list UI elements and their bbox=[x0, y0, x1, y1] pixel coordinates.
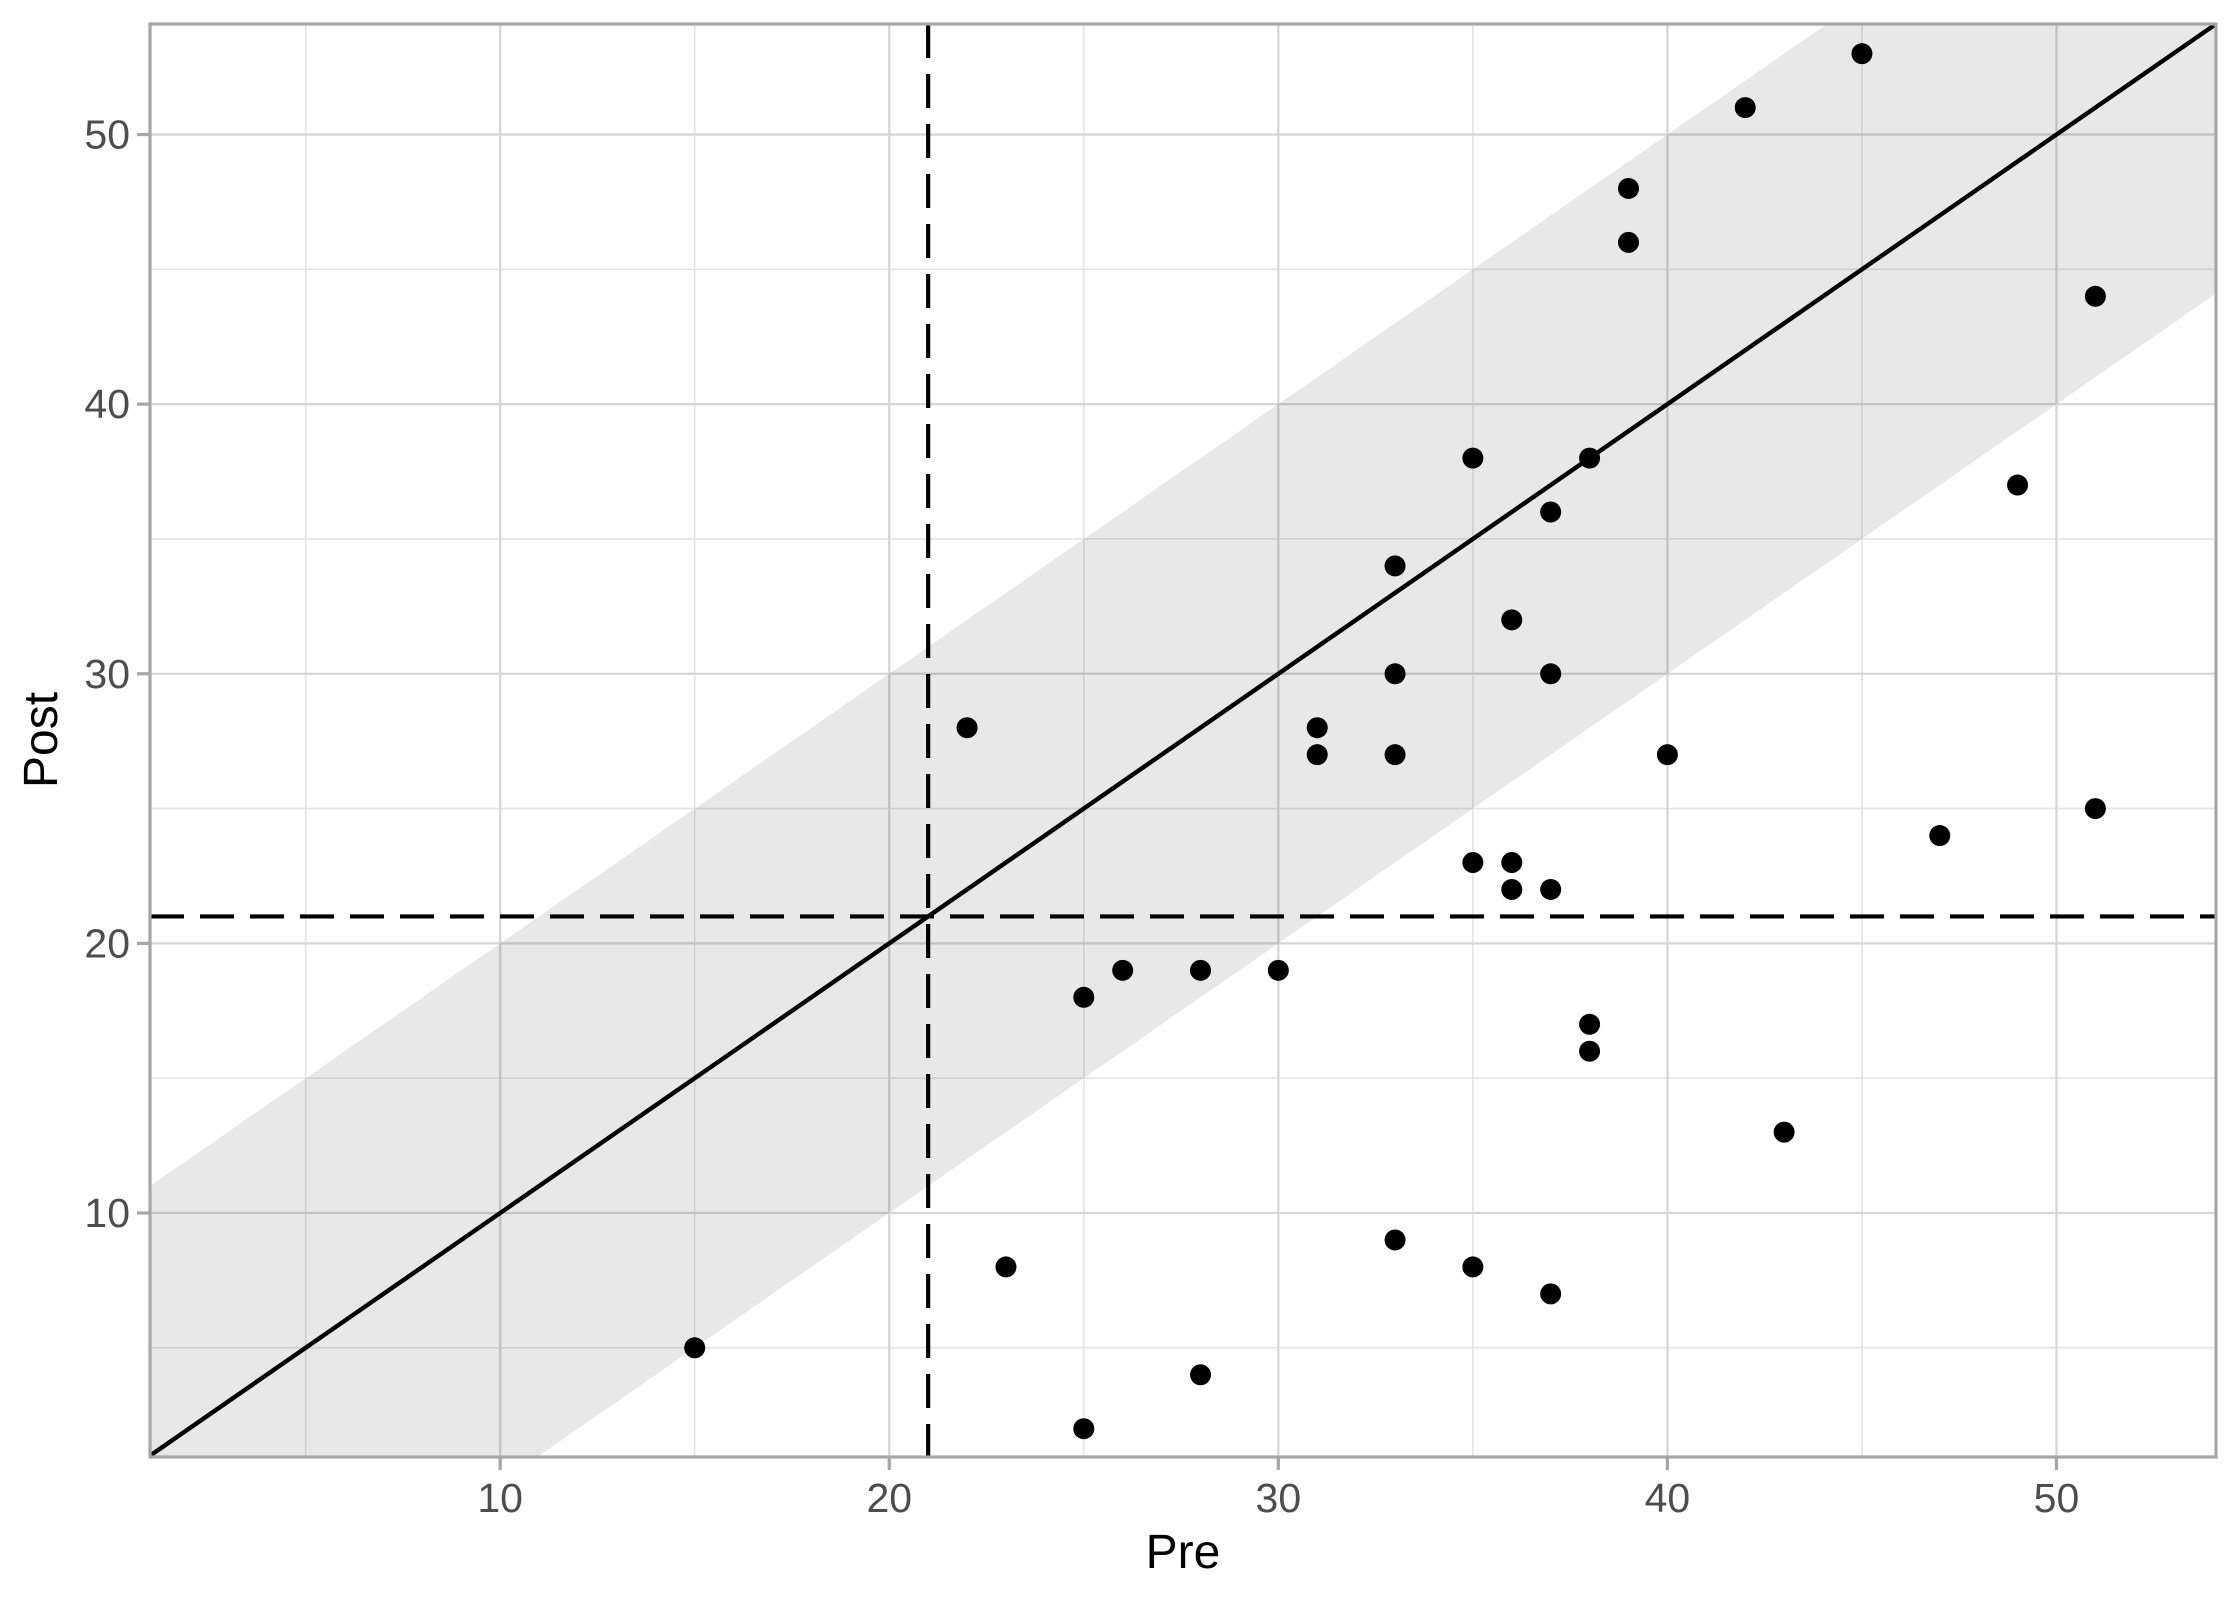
data-point bbox=[1112, 959, 1134, 981]
data-point bbox=[2007, 474, 2029, 496]
x-axis-title: Pre bbox=[1146, 1526, 1221, 1579]
x-tick-label: 10 bbox=[477, 1475, 523, 1521]
x-tick-label: 40 bbox=[1645, 1475, 1691, 1521]
data-point bbox=[956, 717, 978, 739]
y-tick-label: 50 bbox=[84, 112, 130, 158]
data-point bbox=[1501, 878, 1523, 900]
data-point bbox=[1073, 986, 1095, 1008]
data-point bbox=[1384, 663, 1406, 685]
data-point bbox=[1190, 959, 1212, 981]
chart-layers: 10 20 30 40 50 10 20 30 40 50 bbox=[84, 22, 2218, 1521]
data-point bbox=[1656, 744, 1678, 766]
data-point bbox=[1462, 447, 1484, 469]
panel-border bbox=[148, 22, 2218, 1459]
y-tick-label: 40 bbox=[84, 381, 130, 427]
data-point bbox=[1073, 1418, 1095, 1440]
data-point bbox=[1617, 231, 1639, 253]
data-point bbox=[1540, 1283, 1562, 1305]
data-point bbox=[1306, 744, 1328, 766]
data-point bbox=[684, 1337, 706, 1359]
y-tick-label: 30 bbox=[84, 651, 130, 697]
data-point bbox=[1773, 1121, 1795, 1143]
data-point bbox=[1540, 501, 1562, 523]
data-point bbox=[1501, 852, 1523, 874]
data-point bbox=[1579, 1013, 1601, 1035]
data-point bbox=[1190, 1364, 1212, 1386]
data-point bbox=[2084, 798, 2106, 820]
data-point bbox=[1462, 1256, 1484, 1278]
data-point bbox=[2084, 285, 2106, 307]
data-point bbox=[1462, 852, 1484, 874]
data-point bbox=[1384, 1229, 1406, 1251]
data-point bbox=[1540, 878, 1562, 900]
data-point bbox=[1851, 43, 1873, 65]
x-tick-label: 30 bbox=[1256, 1475, 1302, 1521]
data-point bbox=[1617, 177, 1639, 199]
y-tick-label: 20 bbox=[84, 920, 130, 966]
data-point bbox=[1929, 825, 1951, 847]
x-tick-label: 20 bbox=[866, 1475, 912, 1521]
data-point bbox=[1501, 609, 1523, 631]
data-point bbox=[1267, 959, 1289, 981]
data-point bbox=[1384, 555, 1406, 577]
y-axis-title: Post bbox=[15, 692, 68, 788]
x-tick-label: 50 bbox=[2034, 1475, 2080, 1521]
data-point bbox=[1306, 717, 1328, 739]
data-point bbox=[1579, 447, 1601, 469]
data-point bbox=[1384, 744, 1406, 766]
y-tick-label: 10 bbox=[84, 1190, 130, 1236]
data-point bbox=[1540, 663, 1562, 685]
data-point bbox=[1734, 97, 1756, 119]
data-point bbox=[995, 1256, 1017, 1278]
data-point bbox=[1579, 1040, 1601, 1062]
identity-line bbox=[148, 22, 2218, 1458]
